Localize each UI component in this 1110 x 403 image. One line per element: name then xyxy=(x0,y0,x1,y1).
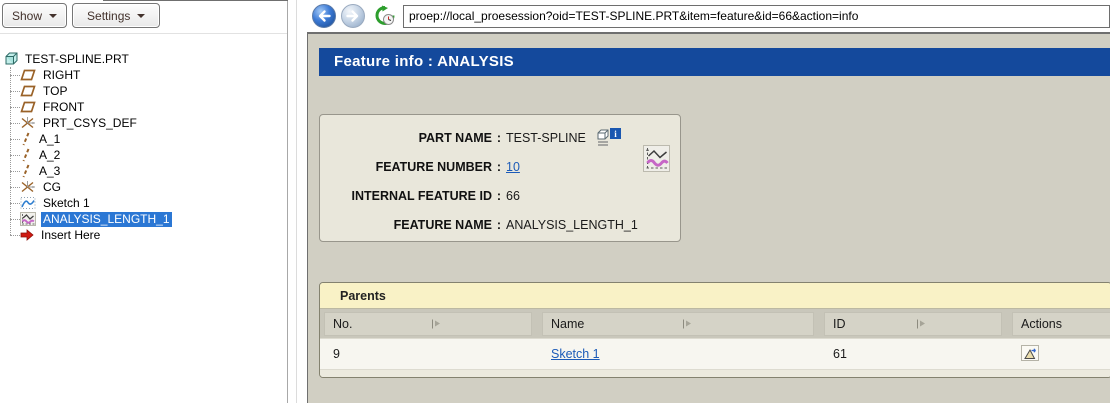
feature-name-value: ANALYSIS_LENGTH_1 xyxy=(506,217,638,232)
analysis-icon xyxy=(643,145,670,172)
splitter-line xyxy=(296,0,297,403)
parents-table: Parents No. Name ID Action xyxy=(319,282,1110,378)
chevron-down-icon xyxy=(137,13,146,18)
csys-icon xyxy=(21,117,35,129)
model-tree-panel: Show Settings TEST-SPLINE.PRT xyxy=(0,0,288,403)
tree-item-label: Insert Here xyxy=(41,227,101,242)
part-name-value: TEST-SPLINE xyxy=(506,130,586,145)
tree-item-label: PRT_CSYS_DEF xyxy=(43,115,137,130)
highlight-action-icon xyxy=(1023,348,1036,359)
column-header-id[interactable]: ID xyxy=(824,311,1002,336)
tree-item-prt-csys-def[interactable]: PRT_CSYS_DEF xyxy=(10,115,287,131)
column-header-no[interactable]: No. xyxy=(324,311,532,336)
tree-item-label: A_3 xyxy=(39,163,61,178)
datum-plane-icon xyxy=(20,69,36,81)
model-tree: TEST-SPLINE.PRT RIGHT TOP FRONT xyxy=(0,51,287,243)
address-input[interactable] xyxy=(403,4,1110,28)
sort-icon[interactable] xyxy=(916,319,925,328)
page-title: Feature info : ANALYSIS xyxy=(319,48,1110,76)
settings-button[interactable]: Settings xyxy=(72,3,161,28)
datum-plane-icon xyxy=(20,85,36,97)
tree-toolbar: Show Settings xyxy=(2,3,161,28)
feature-info-page: Feature info : ANALYSIS PART NAME : TEST… xyxy=(307,32,1110,403)
tree-item-cg[interactable]: CG xyxy=(10,179,287,195)
feature-number-link[interactable]: 10 xyxy=(506,159,520,174)
axis-icon xyxy=(22,148,30,162)
toolbar-divider xyxy=(0,33,287,34)
cell-actions xyxy=(1012,345,1110,363)
part-icon xyxy=(5,52,18,65)
tree-item-label: A_1 xyxy=(39,131,61,146)
csys-icon xyxy=(21,181,35,193)
info-label: INTERNAL FEATURE ID xyxy=(351,188,492,203)
show-button[interactable]: Show xyxy=(2,3,68,28)
tree-item-a3[interactable]: A_3 xyxy=(10,163,287,179)
tree-item-label: RIGHT xyxy=(43,67,81,82)
info-row-feature-number: FEATURE NUMBER : 10 xyxy=(320,152,680,181)
tree-item-label: TEST-SPLINE.PRT xyxy=(25,51,129,66)
browser-panel: Feature info : ANALYSIS PART NAME : TEST… xyxy=(307,0,1110,403)
cell-id: 61 xyxy=(833,347,847,361)
datum-plane-icon xyxy=(20,101,36,113)
internal-feature-id-value: 66 xyxy=(506,188,520,203)
tree-item-label-selected: ANALYSIS_LENGTH_1 xyxy=(41,211,172,227)
sketch-1-link[interactable]: Sketch 1 xyxy=(551,347,600,361)
analysis-icon xyxy=(20,212,36,226)
insert-here-icon xyxy=(20,229,34,241)
sort-icon[interactable] xyxy=(683,319,692,328)
parents-header-row: No. Name ID Actions xyxy=(320,309,1110,338)
axis-icon xyxy=(22,164,30,178)
tree-item-label: Sketch 1 xyxy=(43,195,90,210)
axis-icon xyxy=(22,132,30,146)
tree-item-a2[interactable]: A_2 xyxy=(10,147,287,163)
tree-item-analysis-length-1[interactable]: ANALYSIS_LENGTH_1 xyxy=(10,211,287,227)
show-button-label: Show xyxy=(12,8,43,23)
info-label: FEATURE NUMBER xyxy=(375,159,492,174)
tree-item-label: A_2 xyxy=(39,147,61,162)
info-row-part-name: PART NAME : TEST-SPLINE i xyxy=(320,123,680,152)
tree-item-right[interactable]: RIGHT xyxy=(10,67,287,83)
info-label: FEATURE NAME xyxy=(393,217,492,232)
tree-item-label: TOP xyxy=(43,83,68,98)
cell-name: Sketch 1 xyxy=(542,347,814,361)
parents-section-title: Parents xyxy=(320,283,1110,309)
table-footer-strip xyxy=(320,369,1110,377)
go-refresh-icon[interactable] xyxy=(374,5,396,27)
pane-top-edge xyxy=(103,0,288,1)
info-panel: PART NAME : TEST-SPLINE i xyxy=(319,114,681,242)
tree-item-insert-here[interactable]: Insert Here xyxy=(10,227,287,243)
svg-text:i: i xyxy=(614,129,617,139)
tree-item-root-part[interactable]: TEST-SPLINE.PRT xyxy=(0,51,287,67)
forward-button[interactable] xyxy=(340,3,366,29)
panel-splitter[interactable] xyxy=(289,0,307,403)
column-header-name[interactable]: Name xyxy=(542,311,814,336)
back-button[interactable] xyxy=(311,3,337,29)
part-info-icon[interactable]: i xyxy=(595,127,623,149)
tree-connector-line xyxy=(10,67,11,235)
info-label: PART NAME xyxy=(418,130,492,145)
settings-button-label: Settings xyxy=(87,8,131,23)
column-header-actions[interactable]: Actions xyxy=(1012,311,1110,336)
tree-item-sketch-1[interactable]: Sketch 1 xyxy=(10,195,287,211)
highlight-action-button[interactable] xyxy=(1021,345,1039,362)
sort-icon[interactable] xyxy=(432,319,441,328)
table-row: 9 Sketch 1 61 xyxy=(320,338,1110,369)
browser-toolbar xyxy=(307,0,1110,32)
sketch-icon xyxy=(20,197,36,209)
info-row-internal-feature-id: INTERNAL FEATURE ID : 66 xyxy=(320,181,680,210)
tree-item-a1[interactable]: A_1 xyxy=(10,131,287,147)
chevron-down-icon xyxy=(49,13,58,18)
tree-item-top[interactable]: TOP xyxy=(10,83,287,99)
tree-item-front[interactable]: FRONT xyxy=(10,99,287,115)
info-row-feature-name: FEATURE NAME : ANALYSIS_LENGTH_1 xyxy=(320,210,680,239)
cell-no: 9 xyxy=(333,347,340,361)
tree-item-label: FRONT xyxy=(43,99,85,114)
tree-item-label: CG xyxy=(43,179,61,194)
